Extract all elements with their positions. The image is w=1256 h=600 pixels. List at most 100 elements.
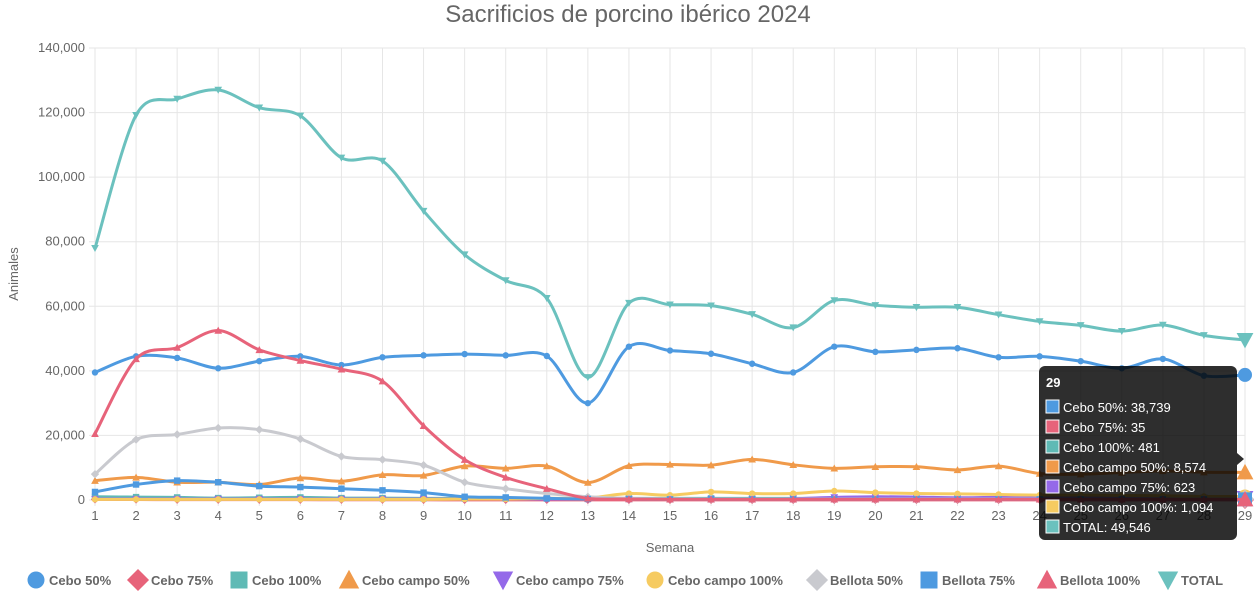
- data-point: [1076, 322, 1085, 330]
- data-point: [625, 490, 633, 497]
- x-tick-label: 21: [909, 508, 923, 523]
- data-point: [994, 462, 1003, 470]
- data-point: [378, 470, 387, 479]
- x-tick-label: 14: [622, 508, 636, 523]
- x-axis-title: Semana: [646, 540, 695, 555]
- x-tick-label: 9: [420, 508, 427, 523]
- data-point: [625, 461, 633, 469]
- x-tick-label: 18: [786, 508, 800, 523]
- tooltip-swatch: [1045, 479, 1060, 494]
- legend-item-cebo-50-: Cebo 50%: [27, 571, 112, 589]
- data-point: [789, 495, 798, 503]
- legend-item-cebo-100-: Cebo 100%: [230, 571, 322, 589]
- data-point: [995, 354, 1002, 361]
- x-tick-label: 3: [174, 508, 181, 523]
- legend-item-bellota-50-: Bellota 50%: [805, 568, 903, 592]
- tooltip-line: Cebo 50%: 38,739: [1063, 400, 1171, 415]
- data-point: [420, 352, 427, 359]
- data-point: [707, 488, 715, 496]
- data-point: [90, 470, 100, 479]
- data-point: [460, 455, 469, 463]
- data-point: [501, 473, 510, 481]
- legend-item-cebo-75-: Cebo 75%: [126, 568, 214, 592]
- data-point: [584, 478, 592, 486]
- legend-label: Cebo 50%: [49, 573, 112, 588]
- x-tick-label: 5: [256, 508, 263, 523]
- data-point: [173, 343, 181, 351]
- data-point: [748, 490, 756, 497]
- data-point: [419, 421, 428, 429]
- chart-title: Sacrificios de porcino ibérico 2024: [445, 1, 811, 28]
- legend-label: Cebo campo 75%: [516, 573, 624, 588]
- data-point: [420, 489, 427, 496]
- data-point: [707, 461, 715, 469]
- data-point: [501, 484, 510, 493]
- x-tick-label: 22: [950, 508, 964, 523]
- y-tick-label: 140,000: [38, 40, 85, 55]
- tooltip-swatch: [1045, 399, 1060, 414]
- data-point: [584, 374, 592, 382]
- x-tick-label: 29: [1238, 508, 1252, 523]
- data-point: [748, 455, 756, 463]
- tooltip-line: Cebo 100%: 481: [1063, 440, 1160, 455]
- tooltip-box: [1039, 366, 1237, 540]
- data-point: [871, 495, 880, 503]
- data-point: [625, 343, 633, 350]
- data-point: [338, 496, 345, 503]
- data-point: [214, 326, 223, 334]
- data-point: [131, 435, 141, 444]
- data-point: [296, 112, 305, 120]
- legend-item-cebo-campo-75-: Cebo campo 75%: [492, 571, 624, 591]
- data-point: [707, 350, 715, 357]
- data-point: [173, 354, 181, 362]
- data-point: [790, 490, 797, 497]
- y-tick-label: 120,000: [38, 105, 85, 120]
- data-point: [337, 365, 346, 373]
- y-axis-title: Animales: [6, 247, 21, 301]
- data-point: [912, 304, 921, 312]
- data-point: [1238, 367, 1252, 382]
- x-tick-label: 17: [745, 508, 759, 523]
- data-point: [584, 494, 592, 502]
- data-point: [1236, 463, 1254, 480]
- data-point: [256, 496, 263, 503]
- data-point: [256, 357, 263, 365]
- tooltip-swatch: [1045, 419, 1060, 434]
- data-point: [379, 496, 386, 503]
- data-point: [460, 462, 469, 470]
- y-tick-label: 0: [78, 492, 85, 507]
- data-point: [995, 491, 1002, 498]
- y-tick-label: 20,000: [45, 427, 85, 442]
- data-point: [460, 251, 469, 259]
- data-point: [419, 207, 428, 215]
- series-total: [91, 86, 1254, 382]
- data-point: [215, 496, 222, 503]
- data-point: [871, 302, 880, 310]
- legend-label: Cebo campo 50%: [362, 573, 470, 588]
- data-point: [379, 487, 386, 494]
- tooltip-line: TOTAL: 49,546: [1063, 520, 1151, 535]
- x-tick-label: 1: [91, 508, 98, 523]
- data-point: [419, 460, 428, 470]
- data-point: [912, 495, 921, 503]
- legend-swatch: [338, 569, 360, 589]
- y-tick-label: 60,000: [45, 298, 85, 313]
- y-tick-label: 100,000: [38, 169, 85, 184]
- legend-item-cebo-campo-100-: Cebo campo 100%: [646, 571, 783, 589]
- data-point: [953, 466, 962, 474]
- data-point: [256, 482, 263, 490]
- legend-item-bellota-100-: Bellota 100%: [1036, 569, 1141, 589]
- data-point: [789, 324, 798, 332]
- data-point: [255, 346, 264, 354]
- legend-label: Bellota 50%: [830, 573, 903, 588]
- data-point: [748, 495, 756, 503]
- x-tick-label: 19: [827, 508, 841, 523]
- data-point: [337, 477, 346, 485]
- data-point: [379, 354, 386, 361]
- data-point: [501, 464, 510, 472]
- data-point: [584, 399, 592, 407]
- legend-item-cebo-campo-50-: Cebo campo 50%: [338, 569, 470, 589]
- legend-label: TOTAL: [1181, 573, 1223, 588]
- x-tick-label: 10: [457, 508, 471, 523]
